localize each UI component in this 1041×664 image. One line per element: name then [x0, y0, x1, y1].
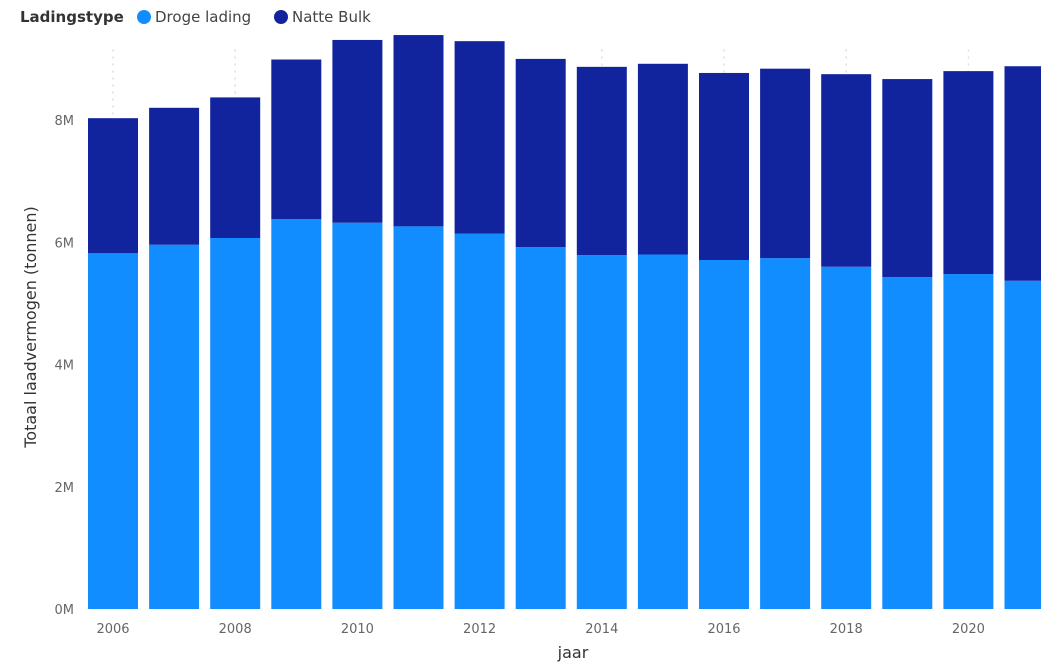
- bar-natte-bulk-2007[interactable]: [149, 107, 200, 245]
- x-axis-title: jaar: [557, 643, 589, 662]
- y-tick-label: 0M: [55, 603, 75, 618]
- y-axis-title: Totaal laadvermogen (tonnen): [21, 206, 40, 449]
- bar-droge-lading-2011[interactable]: [393, 226, 444, 609]
- bar-natte-bulk-2016[interactable]: [699, 72, 749, 260]
- bar-droge-lading-2014[interactable]: [576, 255, 627, 609]
- bar-droge-lading-2021[interactable]: [1004, 280, 1041, 609]
- bar-natte-bulk-2009[interactable]: [271, 59, 322, 220]
- legend: Ladingstype Droge lading Natte Bulk: [20, 8, 371, 26]
- x-axis-ticks: 2006 2008 2010 2012 2014 2016 2018 2020: [96, 622, 984, 637]
- x-tick-label: 2016: [707, 622, 740, 637]
- bar-natte-bulk-2018[interactable]: [821, 74, 872, 267]
- bar-natte-bulk-2019[interactable]: [882, 79, 933, 278]
- bar-droge-lading-2015[interactable]: [637, 254, 688, 609]
- bar-natte-bulk-2020[interactable]: [943, 71, 994, 275]
- legend-label-droge-lading: Droge lading: [155, 8, 251, 26]
- bars: [88, 35, 1041, 610]
- x-tick-label: 2012: [463, 622, 496, 637]
- x-tick-label: 2008: [219, 622, 252, 637]
- bar-droge-lading-2016[interactable]: [699, 259, 749, 609]
- legend-label-natte-bulk: Natte Bulk: [292, 8, 371, 26]
- bar-natte-bulk-2006[interactable]: [88, 118, 138, 254]
- y-tick-label: 6M: [55, 236, 75, 251]
- y-axis-ticks: 0M 2M 4M 6M 8M: [55, 114, 75, 618]
- y-tick-label: 4M: [55, 359, 75, 374]
- x-tick-label: 2014: [585, 622, 618, 637]
- legend-marker-droge-lading: [137, 10, 151, 24]
- bar-natte-bulk-2008[interactable]: [210, 97, 261, 238]
- bar-droge-lading-2010[interactable]: [332, 222, 383, 609]
- x-tick-label: 2018: [830, 622, 863, 637]
- legend-marker-natte-bulk: [274, 10, 288, 24]
- bar-natte-bulk-2014[interactable]: [576, 66, 627, 256]
- bar-droge-lading-2008[interactable]: [210, 237, 261, 609]
- bar-natte-bulk-2015[interactable]: [637, 63, 688, 255]
- bar-droge-lading-2020[interactable]: [943, 274, 994, 609]
- x-tick-label: 2010: [341, 622, 374, 637]
- bar-natte-bulk-2021[interactable]: [1004, 66, 1041, 281]
- y-tick-label: 2M: [55, 481, 75, 496]
- bar-droge-lading-2013[interactable]: [515, 247, 566, 610]
- bar-droge-lading-2017[interactable]: [760, 258, 811, 609]
- x-tick-label: 2006: [96, 622, 129, 637]
- legend-title: Ladingstype: [20, 8, 124, 26]
- bar-natte-bulk-2013[interactable]: [515, 58, 566, 248]
- bar-natte-bulk-2012[interactable]: [454, 41, 505, 234]
- bar-droge-lading-2018[interactable]: [821, 266, 872, 609]
- bar-natte-bulk-2017[interactable]: [760, 68, 811, 259]
- bar-droge-lading-2019[interactable]: [882, 277, 933, 609]
- bar-droge-lading-2009[interactable]: [271, 219, 322, 610]
- bar-natte-bulk-2011[interactable]: [393, 35, 444, 227]
- x-tick-label: 2020: [952, 622, 985, 637]
- bar-droge-lading-2006[interactable]: [88, 253, 138, 610]
- bar-droge-lading-2007[interactable]: [149, 244, 200, 609]
- bar-natte-bulk-2010[interactable]: [332, 39, 383, 223]
- bar-droge-lading-2012[interactable]: [454, 233, 505, 609]
- y-tick-label: 8M: [55, 114, 75, 129]
